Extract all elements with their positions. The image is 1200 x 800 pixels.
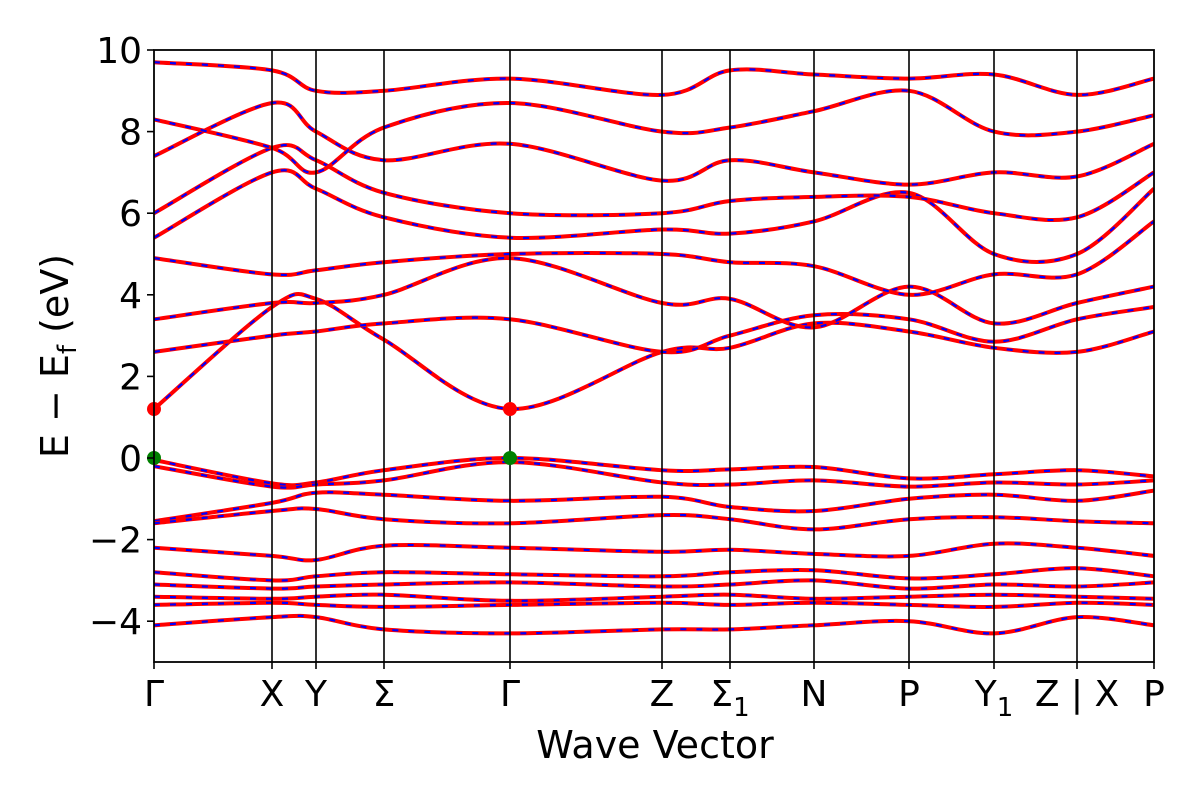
x-tick-label-4: Γ <box>500 674 520 715</box>
x-tick-label-9: Y1 <box>974 674 1014 723</box>
band-edge-marker-1 <box>503 402 517 417</box>
x-tick-label-main-7: N <box>801 674 828 715</box>
band-line-4 <box>154 541 1154 563</box>
x-tick-label-6: Σ1 <box>710 674 749 723</box>
band-overlay-18 <box>154 61 1154 97</box>
x-tick-label-main-5: Z <box>650 674 675 715</box>
plot-area <box>147 49 1155 663</box>
band-overlay-14 <box>154 169 1154 264</box>
x-tick-label-0: Γ <box>144 674 164 715</box>
x-tick-label-2: Y <box>304 674 328 715</box>
y-tick-label-4: 4 <box>119 276 142 317</box>
x-tick-label-11: P <box>1143 674 1165 715</box>
x-tick-label-main-2: Y <box>304 674 328 715</box>
band-overlay-11 <box>154 305 1154 354</box>
y-tick-label-3: 2 <box>119 357 142 398</box>
x-tick-label-sub-9: 1 <box>997 693 1014 723</box>
y-axis-label-main: E − E <box>33 354 77 458</box>
y-axis-label: E − Ef (eV) <box>33 254 83 458</box>
band-line-18 <box>154 60 1154 97</box>
x-tick-label-main-8: P <box>898 674 920 715</box>
band-line-11 <box>154 305 1154 355</box>
x-tick-label-main-11: P <box>1143 674 1165 715</box>
x-tick-label-main-3: Σ <box>373 674 396 715</box>
x-tick-label-3: Σ <box>373 674 396 715</box>
x-axis-label: Wave Vector <box>536 723 774 767</box>
x-tick-label-5: Z <box>650 674 675 715</box>
x-tick-label-main-1: X <box>260 674 285 715</box>
y-tick-label-6: 8 <box>119 113 142 154</box>
y-tick-label-1: −2 <box>89 521 142 562</box>
band-edge-marker-3 <box>503 451 517 465</box>
x-tick-label-sub-6: 1 <box>733 693 750 723</box>
x-tick-label-main-10: Z | X <box>1035 674 1119 715</box>
band-overlay-12 <box>154 256 1154 329</box>
bands-group <box>154 60 1154 636</box>
y-tick-label-0: −4 <box>89 602 142 643</box>
band-overlay-16 <box>154 101 1154 186</box>
y-tick-label-5: 6 <box>119 194 142 235</box>
y-tick-label-2: 0 <box>119 439 142 480</box>
x-tick-label-main-9: Y <box>974 674 998 715</box>
x-tick-label-8: P <box>898 674 920 715</box>
band-line-3 <box>154 506 1154 532</box>
x-tick-label-main-4: Γ <box>500 674 520 715</box>
x-tick-label-10: Z | X <box>1035 674 1119 715</box>
band-line-12 <box>154 256 1154 330</box>
y-tick-label-7: 10 <box>96 31 142 72</box>
band-overlay-15 <box>154 143 1154 222</box>
x-tick-label-main-0: Γ <box>144 674 164 715</box>
plot-frame <box>153 49 1155 663</box>
x-tick-label-7: N <box>801 674 828 715</box>
x-tick-label-main-6: Σ <box>710 674 733 715</box>
x-tick-label-1: X <box>260 674 285 715</box>
band-line-9 <box>154 613 1154 636</box>
y-axis-label-unit: (eV) <box>33 254 77 345</box>
y-axis-label-sub: f <box>53 344 83 354</box>
